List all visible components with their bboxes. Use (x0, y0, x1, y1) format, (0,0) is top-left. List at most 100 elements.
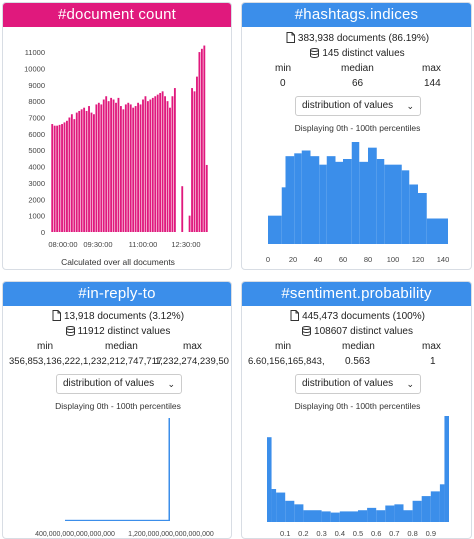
bar (105, 96, 108, 233)
percentiles-text: Displaying 0th - 100th percentiles (294, 401, 421, 411)
bar (330, 512, 340, 522)
bar (88, 106, 90, 232)
bar (384, 164, 393, 244)
documents-text: 445,473 documents (100%) (302, 311, 425, 322)
bar (412, 500, 422, 522)
bar (51, 124, 54, 232)
bar (385, 505, 395, 522)
bar (115, 102, 117, 232)
max-label: max (422, 63, 441, 74)
stats-row: min median max 356,853,136,222, 1,232,21… (3, 341, 231, 371)
bar (276, 492, 286, 522)
min-label: min (275, 63, 292, 74)
distribution-select[interactable]: distribution of values ⌄ (295, 96, 421, 116)
chevron-down-icon: ⌄ (167, 379, 175, 389)
bar (294, 153, 302, 244)
bar (65, 519, 170, 521)
y-tick-label: 5000 (28, 146, 45, 155)
y-tick-label: 7000 (28, 114, 45, 123)
bar (376, 159, 385, 244)
bar (321, 511, 331, 522)
max-label: max (422, 341, 441, 352)
bar (393, 164, 402, 244)
y-tick-label: 4000 (28, 163, 45, 172)
y-tick-label: 10000 (24, 64, 45, 73)
bar (200, 48, 203, 232)
distribution-select[interactable]: distribution of values ⌄ (56, 374, 182, 394)
bar (164, 96, 166, 233)
x-tick-label: 40 (314, 255, 322, 264)
bar (358, 510, 368, 522)
bar (319, 164, 327, 244)
bar (439, 484, 445, 522)
bar (134, 106, 137, 232)
bar (117, 97, 120, 233)
bar (122, 109, 125, 232)
bar (301, 150, 311, 244)
y-tick-label: 3000 (28, 179, 45, 188)
bar (430, 491, 440, 522)
min-label: min (275, 341, 292, 352)
bar (205, 164, 208, 232)
x-tick-label: 0 (266, 255, 270, 264)
x-tick-label: 0.7 (389, 529, 399, 538)
bar (267, 437, 272, 522)
database-icon (65, 326, 75, 340)
bar (75, 112, 78, 232)
bar (93, 114, 95, 232)
x-tick-label: 80 (364, 255, 372, 264)
bar (335, 161, 343, 244)
bar (83, 107, 86, 232)
bar (58, 124, 61, 232)
card-title: #document count (3, 3, 231, 27)
bar (281, 187, 286, 244)
bar (102, 99, 105, 232)
documents-count: 383,938 documents (86.19%) (242, 32, 471, 47)
distribution-select[interactable]: distribution of values ⌄ (295, 374, 421, 394)
percentiles-text: Displaying 0th - 100th percentiles (294, 123, 421, 133)
percentiles-text: Displaying 0th - 100th percentiles (55, 401, 181, 411)
bar (339, 511, 358, 522)
bar (85, 110, 88, 232)
max-value: 1 (430, 356, 436, 367)
median-label: median (342, 341, 375, 352)
chevron-down-icon: ⌄ (406, 379, 414, 389)
database-icon (302, 326, 312, 340)
document-icon (290, 310, 300, 325)
median-value: 0.563 (345, 356, 371, 367)
bar (151, 97, 154, 233)
card-title: #in-reply-to (3, 282, 231, 306)
bar (394, 504, 404, 522)
card-title: #hashtags.indices (242, 3, 471, 27)
documents-count: 13,918 documents (3.12%) (3, 310, 231, 325)
distinct-count: 108607 distinct values (242, 325, 471, 340)
bar (193, 91, 196, 232)
bar (285, 156, 295, 244)
bar (56, 125, 59, 232)
bar (351, 142, 360, 244)
max-value: 1,232,274,239,50 (155, 356, 229, 367)
x-tick-label: 400,000,000,000,000,000 (35, 531, 115, 538)
bar (80, 109, 83, 232)
card-title: #sentiment.probability (242, 282, 471, 306)
median-value: 1,232,212,747,717 (83, 356, 163, 367)
bar (90, 112, 93, 232)
distinct-count: 11912 distinct values (3, 325, 231, 340)
y-tick-label: 9000 (28, 81, 45, 90)
bar (203, 45, 206, 232)
bar (191, 88, 193, 232)
documents-text: 13,918 documents (3.12%) (63, 311, 185, 322)
bar (161, 91, 164, 232)
max-value: 144 (424, 78, 441, 89)
bar (154, 96, 157, 233)
x-tick-label: 12:30:00 (171, 240, 200, 249)
bar (132, 107, 135, 232)
bar (142, 99, 144, 232)
bar (421, 496, 431, 522)
bar (156, 94, 159, 232)
bar (359, 161, 368, 244)
bar (268, 215, 282, 244)
min-label: min (37, 341, 54, 352)
select-value: distribution of values (302, 378, 394, 389)
bar (326, 156, 336, 244)
